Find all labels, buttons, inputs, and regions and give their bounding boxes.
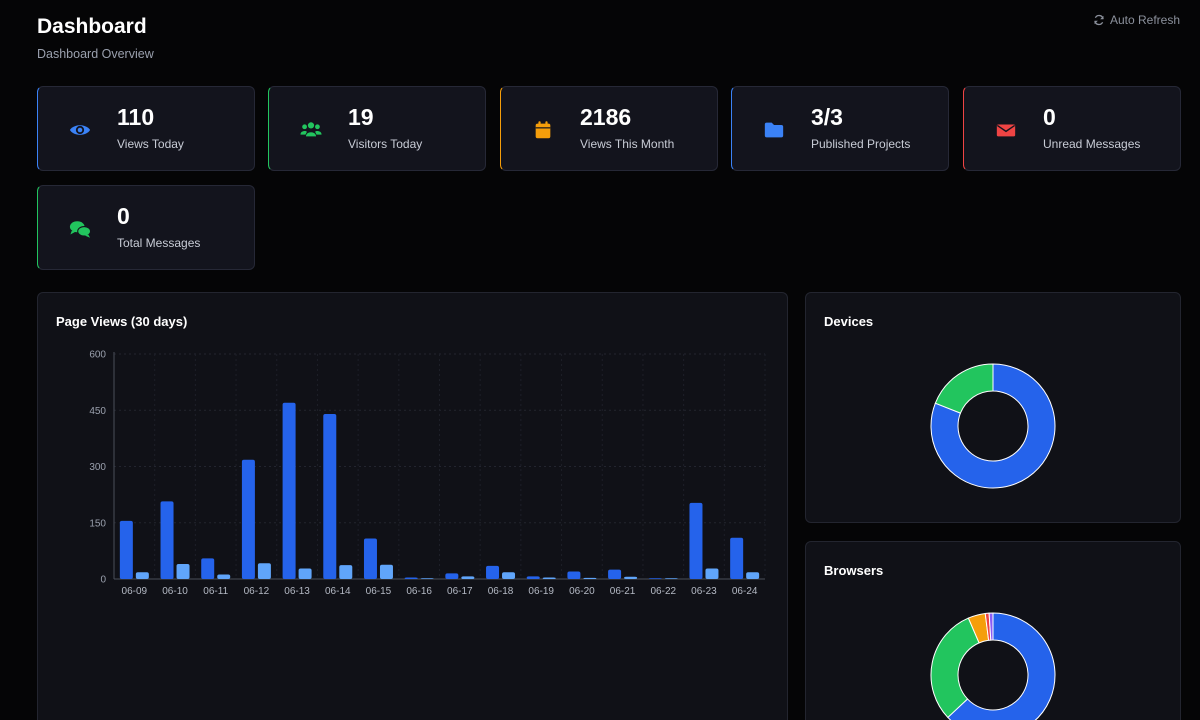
bar[interactable] [705, 568, 719, 580]
browsers-chart [930, 612, 1056, 720]
x-tick-label: 06-13 [284, 586, 310, 597]
bar[interactable] [135, 572, 149, 579]
y-tick-label: 150 [89, 518, 106, 529]
stat-card-views-today: 110 Views Today [37, 86, 255, 171]
envelope-icon [994, 120, 1018, 140]
stat-value: 3/3 [811, 104, 843, 130]
y-tick-label: 450 [89, 406, 106, 417]
stat-card-published-projects: 3/3 Published Projects [731, 86, 949, 171]
auto-refresh-button[interactable]: Auto Refresh [1093, 13, 1180, 27]
y-tick-label: 600 [89, 350, 106, 361]
bar[interactable] [282, 402, 296, 579]
pie-slice[interactable] [930, 617, 980, 719]
calendar-icon [531, 120, 555, 140]
stat-label: Published Projects [811, 137, 911, 151]
x-tick-label: 06-16 [406, 586, 432, 597]
stat-label: Views Today [117, 137, 184, 151]
x-tick-label: 06-19 [528, 586, 554, 597]
bar[interactable] [526, 576, 540, 579]
x-tick-label: 06-10 [162, 586, 188, 597]
bar[interactable] [298, 568, 312, 580]
refresh-icon [1094, 14, 1104, 26]
bar[interactable] [567, 571, 581, 580]
x-tick-label: 06-20 [569, 586, 595, 597]
stat-value: 0 [117, 203, 130, 229]
folder-icon [762, 120, 786, 140]
bar[interactable] [201, 558, 215, 579]
page-title: Dashboard [37, 15, 147, 38]
comments-icon [68, 219, 92, 239]
pie-slice[interactable] [947, 612, 1056, 720]
y-tick-label: 300 [89, 462, 106, 473]
bar[interactable] [648, 578, 662, 579]
bar[interactable] [461, 576, 475, 579]
stat-value: 2186 [580, 104, 632, 130]
x-tick-label: 06-17 [447, 586, 473, 597]
bar[interactable] [160, 501, 174, 579]
stat-value: 19 [348, 104, 374, 130]
browsers-panel: Browsers [805, 541, 1181, 720]
devices-title: Devices [824, 314, 874, 329]
x-tick-label: 06-22 [650, 586, 676, 597]
bar[interactable] [445, 573, 459, 579]
stat-label: Views This Month [580, 137, 675, 151]
x-tick-label: 06-21 [610, 586, 636, 597]
page-views-chart: 0 150 300 450 600 06-09 06-10 06-11 06-12 06-13 06… [89, 350, 766, 597]
x-tick-label: 06-11 [203, 586, 228, 597]
bar[interactable] [624, 576, 638, 579]
bar[interactable] [217, 574, 231, 580]
stat-card-total-messages: 0 Total Messages [37, 185, 255, 270]
bar[interactable] [664, 578, 678, 579]
bar[interactable] [257, 563, 271, 579]
page-views-title: Page Views (30 days) [56, 314, 188, 329]
x-tick-label: 06-12 [244, 586, 270, 597]
stat-card-views-this-month: 2186 Views This Month [500, 86, 718, 171]
stat-card-unread-messages: 0 Unread Messages [963, 86, 1181, 171]
x-tick-label: 06-18 [488, 586, 514, 597]
pie-slice[interactable] [988, 612, 994, 641]
bar[interactable] [730, 537, 744, 579]
bar[interactable] [502, 572, 516, 579]
browsers-title: Browsers [824, 563, 884, 578]
x-tick-label: 06-24 [732, 586, 758, 597]
bar[interactable] [746, 572, 760, 579]
bar[interactable] [404, 577, 418, 580]
x-tick-label: 06-23 [691, 586, 717, 597]
bar[interactable] [583, 577, 597, 579]
bar[interactable] [420, 578, 434, 579]
auto-refresh-label: Auto Refresh [1109, 13, 1180, 27]
devices-panel: Devices [805, 292, 1181, 523]
stat-card-visitors-today: 19 Visitors Today [268, 86, 486, 171]
bar[interactable] [241, 459, 255, 579]
bar[interactable] [339, 565, 353, 579]
pie-slice[interactable] [930, 363, 1056, 489]
page-views-panel: Page Views (30 days) 0 150 300 450 600 06-09 0… [37, 292, 788, 720]
stat-value: 0 [1043, 104, 1056, 130]
x-tick-label: 06-15 [366, 586, 392, 597]
users-icon [299, 120, 323, 140]
stat-label: Visitors Today [348, 137, 423, 151]
y-tick-label: 0 [100, 575, 106, 586]
stat-label: Total Messages [117, 236, 201, 250]
x-tick-label: 06-14 [325, 586, 351, 597]
bar[interactable] [542, 577, 556, 580]
bar[interactable] [363, 538, 377, 580]
bar[interactable] [608, 569, 622, 579]
bar[interactable] [689, 502, 703, 579]
bar[interactable] [486, 565, 500, 579]
x-tick-label: 06-09 [122, 586, 148, 597]
pie-slice[interactable] [934, 363, 994, 414]
page-subtitle: Dashboard Overview [37, 47, 154, 61]
stat-value: 110 [117, 104, 155, 130]
bar[interactable] [176, 564, 190, 579]
bar[interactable] [119, 520, 133, 579]
bar[interactable] [323, 414, 337, 579]
eye-icon [68, 120, 92, 140]
stat-label: Unread Messages [1043, 137, 1141, 151]
devices-chart [930, 363, 1056, 489]
bar[interactable] [379, 564, 393, 579]
